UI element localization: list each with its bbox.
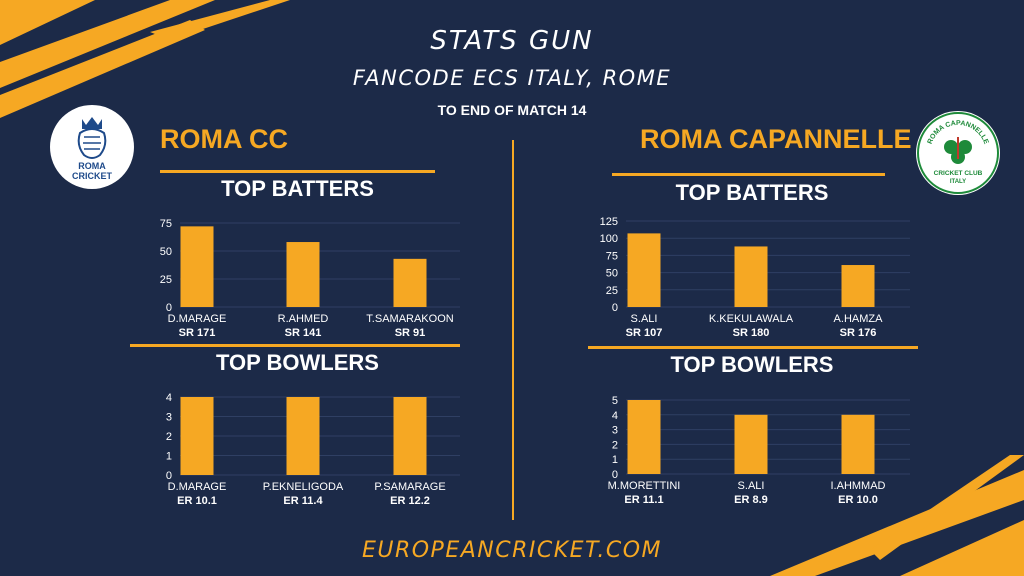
team1-section-divider [130,344,460,347]
x-sublabel: ER 11.1 [624,494,663,506]
x-sublabel: ER 10.1 [177,495,217,507]
logo-text-roma: ROMA [78,161,106,171]
crowned-lion-icon [77,117,107,159]
y-tick-label: 1 [612,454,618,466]
y-tick-label: 50 [160,246,172,258]
bar [734,246,768,307]
y-tick-label: 25 [606,285,618,297]
x-sublabel: SR 107 [626,327,663,339]
bar [627,233,661,307]
y-tick-label: 100 [600,233,618,245]
x-category-label: I.AHMMAD [831,480,886,492]
team-name-roma-cc: ROMA CC [160,124,288,154]
team-name-roma-capannelle: ROMA CAPANNELLE [640,124,912,154]
x-category-label: D.MARAGE [168,313,227,325]
x-category-label: S.ALI [738,480,765,492]
roma-capannelle-bowlers-chart: 0 1 2 3 4 5 M.MORETTINI ER 11.1 S.ALI ER 8.9 I.AHM… [608,395,910,506]
bar [393,258,427,307]
x-category-label: D.MARAGE [168,481,227,493]
x-sublabel: SR 176 [840,327,877,339]
team2-section-divider [588,346,918,349]
bar [286,242,320,307]
y-tick-label: 3 [612,425,618,437]
y-tick-label: 75 [160,218,172,230]
y-tick-label: 25 [160,274,172,286]
roma-cc-batters-chart: 0 25 50 75 D.MARAGE SR 171 R.AHMED SR 141 T.SAMA… [160,218,460,339]
logo-bottom-text-2: ITALY [950,179,966,185]
page-title: STATS GUN [430,26,594,56]
x-sublabel: ER 10.0 [838,494,878,506]
team1-batters-title: TOP BATTERS [221,176,374,201]
team2-name-underline [612,173,885,176]
bar [734,414,768,474]
bar [627,400,661,474]
x-sublabel: SR 171 [179,327,216,339]
y-tick-label: 0 [612,469,618,481]
shamrock-icon [944,137,972,164]
x-category-label: S.ALI [631,313,658,325]
y-tick-label: 4 [612,410,618,422]
x-category-label: A.HAMZA [834,313,884,325]
x-category-label: R.AHMED [278,313,329,325]
y-tick-label: 0 [612,302,618,314]
center-divider [512,140,514,520]
x-category-label: M.MORETTINI [608,480,681,492]
x-sublabel: SR 91 [395,327,426,339]
x-sublabel: ER 8.9 [734,494,768,506]
logo-text-cricket: CRICKET [72,171,113,181]
y-tick-label: 75 [606,250,618,262]
y-tick-label: 3 [166,412,172,424]
team1-name-underline [160,170,435,173]
team2-bowlers-title: TOP BOWLERS [670,352,834,377]
team2-batters-title: TOP BATTERS [675,180,829,205]
roma-capannelle-batters-chart: 0 25 50 75 100 125 S.ALI SR 107 K.KEKULAWALA SR 1… [600,216,910,339]
roma-cricket-logo: ROMA CRICKET [50,105,134,189]
y-tick-label: 4 [166,392,172,404]
y-tick-label: 0 [166,470,172,482]
x-sublabel: SR 180 [733,327,770,339]
x-category-label: P.SAMARAGE [374,481,445,493]
y-tick-label: 5 [612,395,618,407]
bar [841,414,875,474]
x-category-label: K.KEKULAWALA [709,313,794,325]
x-sublabel: ER 12.2 [390,495,430,507]
x-sublabel: SR 141 [285,327,322,339]
roma-cc-bowlers-chart: 0 1 2 3 4 D.MARAGE ER 10.1 P.EKNELIGODA ER 11.4 P… [166,392,460,507]
x-category-label: T.SAMARAKOON [366,313,453,325]
y-tick-label: 2 [612,439,618,451]
bar [393,397,427,475]
bar [180,397,214,475]
bar [286,397,320,475]
y-tick-label: 1 [166,451,172,463]
page-subtitle: FANCODE ECS ITALY, ROME [352,66,672,90]
y-tick-label: 125 [600,216,618,228]
logo-bottom-text: CRICKET CLUB [934,170,983,177]
y-tick-label: 50 [606,268,618,280]
y-tick-label: 2 [166,431,172,443]
roma-capannelle-logo: ROMA CAPANNELLE CRICKET CLUB ITALY [916,111,1000,195]
y-tick-label: 0 [166,302,172,314]
team1-bowlers-title: TOP BOWLERS [216,350,379,375]
bar [180,226,214,307]
footer-website: EUROPEANCRICKET.COM [361,538,663,563]
x-sublabel: ER 11.4 [283,495,323,507]
x-category-label: P.EKNELIGODA [263,481,344,493]
page-note: TO END OF MATCH 14 [437,102,587,118]
bar [841,265,875,307]
